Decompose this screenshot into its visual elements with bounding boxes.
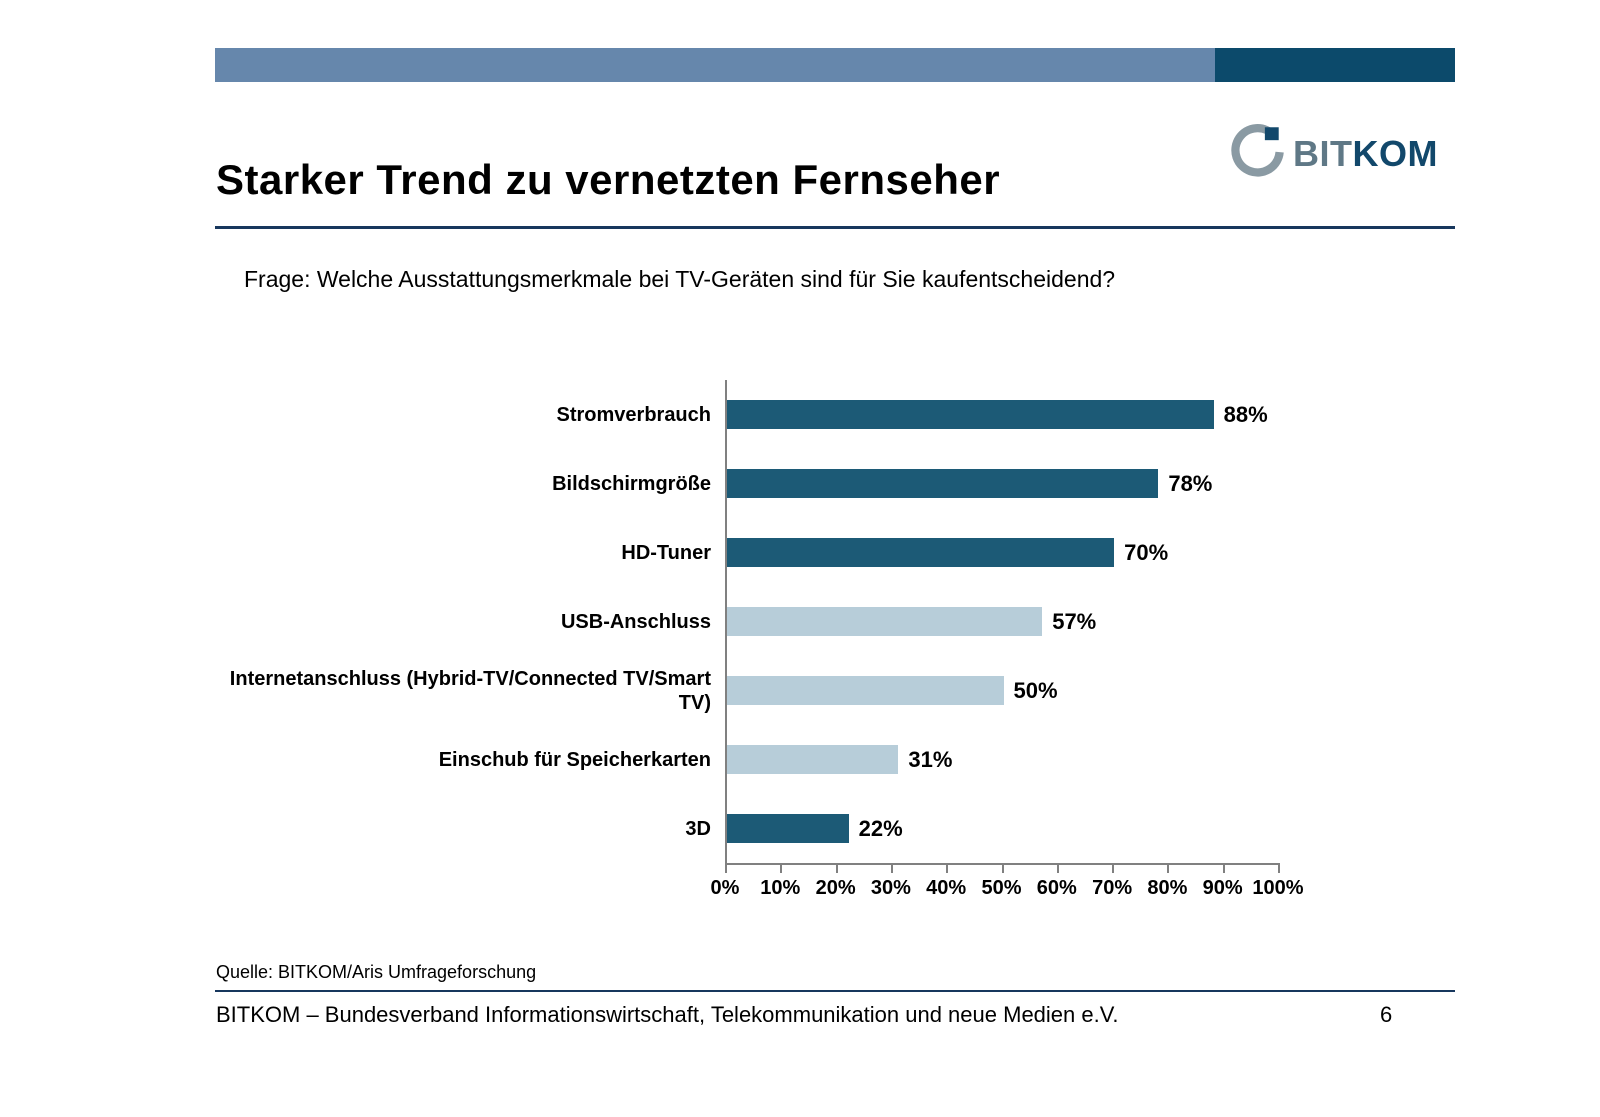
value-label: 50% xyxy=(1013,677,1058,703)
page-title: Starker Trend zu vernetzten Fernseher xyxy=(216,156,1001,203)
bar xyxy=(727,745,899,774)
logo-text-kom: KOM xyxy=(1352,133,1438,174)
bitkom-logo-icon xyxy=(1231,124,1284,177)
axis-tick xyxy=(946,865,949,873)
bar xyxy=(727,400,1214,429)
bar xyxy=(727,469,1159,498)
axis-tick xyxy=(890,865,893,873)
bar-track: 22% xyxy=(727,794,1280,863)
bar-chart: Stromverbrauch 88% Bildschirmgröße 78% HD-Tu… xyxy=(215,380,1455,909)
category-label: USB-Anschluss xyxy=(560,610,711,633)
bar-cell: 78% xyxy=(725,449,1455,518)
bar xyxy=(727,814,849,843)
header-band-light-segment xyxy=(215,48,1215,82)
axis-tick xyxy=(1167,865,1170,873)
bitkom-logo-text: BITKOM xyxy=(1293,133,1438,175)
page-number: 6 xyxy=(1380,1002,1393,1027)
bar-row: HD-Tuner 70% xyxy=(215,518,1455,587)
title-rule xyxy=(215,226,1455,229)
axis-tick-label: 10% xyxy=(760,877,801,899)
bar-chart-rows: Stromverbrauch 88% Bildschirmgröße 78% HD-Tu… xyxy=(215,380,1455,863)
header-band xyxy=(215,48,1455,82)
footer-text: BITKOM – Bundesverband Informationswirts… xyxy=(216,1002,1119,1027)
bar-track: 57% xyxy=(727,587,1280,656)
category-label: Internetanschluss (Hybrid-TV/Connected T… xyxy=(229,667,711,714)
source-note: Quelle: BITKOM/Aris Umfrageforschung xyxy=(216,962,537,982)
footer-rule xyxy=(215,990,1455,992)
bar-row: Bildschirmgröße 78% xyxy=(215,449,1455,518)
value-label: 70% xyxy=(1124,539,1169,565)
axis-tick xyxy=(1278,865,1280,873)
value-label: 57% xyxy=(1052,608,1097,634)
axis-tick-label: 50% xyxy=(981,877,1022,899)
axis-tick xyxy=(725,865,727,873)
axis-tick xyxy=(1222,865,1225,873)
category-label: Bildschirmgröße xyxy=(552,472,711,495)
logo-text-bit: BIT xyxy=(1293,133,1353,174)
bar-cell: 22% xyxy=(725,794,1455,863)
bar-row: 3D 22% xyxy=(215,794,1455,863)
value-label: 88% xyxy=(1223,401,1268,427)
bar-track: 70% xyxy=(727,518,1280,587)
bar-cell: 50% xyxy=(725,656,1455,725)
axis-tick-label: 70% xyxy=(1092,877,1133,899)
bar-track: 78% xyxy=(727,449,1280,518)
bar-track: 31% xyxy=(727,725,1280,794)
value-label: 22% xyxy=(858,815,903,841)
axis-tick-label: 20% xyxy=(815,877,856,899)
bar-row: Internetanschluss (Hybrid-TV/Connected T… xyxy=(215,656,1455,725)
bar-cell: 31% xyxy=(725,725,1455,794)
category-label: HD-Tuner xyxy=(621,541,711,564)
axis-tick-label: 100% xyxy=(1252,877,1304,899)
bar-cell: 88% xyxy=(725,380,1455,449)
axis-tick xyxy=(835,865,838,873)
bar-row: Einschub für Speicherkarten 31% xyxy=(215,725,1455,794)
axis-tick xyxy=(1112,865,1115,873)
header-band-dark-segment xyxy=(1215,48,1455,82)
bar xyxy=(727,607,1043,636)
axis-tick xyxy=(1056,865,1059,873)
bar xyxy=(727,538,1115,567)
axis-tick-label: 90% xyxy=(1202,877,1243,899)
axis-tick-label: 40% xyxy=(926,877,967,899)
category-label: 3D xyxy=(685,817,711,840)
axis-tick xyxy=(1001,865,1004,873)
survey-question: Frage: Welche Ausstattungsmerkmale bei T… xyxy=(244,266,1116,292)
bar xyxy=(727,676,1004,705)
axis-tick-label: 30% xyxy=(870,877,911,899)
bar-cell: 57% xyxy=(725,587,1455,656)
category-label: Stromverbrauch xyxy=(556,403,712,426)
bar-row: Stromverbrauch 88% xyxy=(215,380,1455,449)
bar-track: 50% xyxy=(727,656,1280,725)
bar-row: USB-Anschluss 57% xyxy=(215,587,1455,656)
axis-tick-label: 0% xyxy=(710,877,740,899)
value-label: 78% xyxy=(1168,470,1213,496)
bitkom-logo: BITKOM xyxy=(1228,118,1438,190)
x-axis: 0% 10% 20% 30% 40% 50% 60% 70% 80% 90% 100% xyxy=(711,863,1304,909)
axis-tick-label: 60% xyxy=(1036,877,1077,899)
category-label: Einschub für Speicherkarten xyxy=(438,748,711,771)
bar-track: 88% xyxy=(727,380,1280,449)
bar-cell: 70% xyxy=(725,518,1455,587)
value-label: 31% xyxy=(908,746,953,772)
axis-tick xyxy=(780,865,783,873)
axis-tick-label: 80% xyxy=(1147,877,1188,899)
